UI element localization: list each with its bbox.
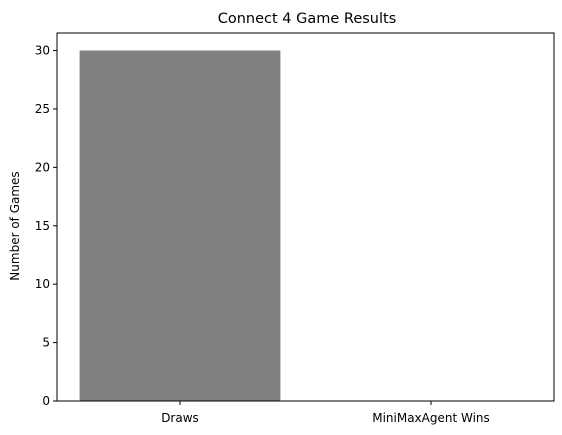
plot-frame [56, 32, 555, 402]
y-tick-label: 5 [42, 336, 50, 350]
bars-layer [79, 50, 281, 402]
y-tick-label: 25 [35, 102, 50, 116]
x-axis-ticks: Draws MiniMaxAgent Wins [161, 401, 490, 425]
x-tick-label: MiniMaxAgent Wins [372, 411, 490, 425]
y-axis-ticks: 0 5 10 15 20 25 30 [35, 44, 57, 408]
chart-title: Connect 4 Game Results [218, 11, 397, 27]
y-tick-label: 20 [35, 160, 50, 174]
y-tick-label: 0 [42, 394, 50, 408]
y-tick-label: 10 [35, 277, 50, 291]
y-axis-label: Number of Games [8, 171, 22, 280]
x-tick-label: Draws [161, 411, 199, 425]
y-tick-label: 15 [35, 219, 50, 233]
y-tick-label: 30 [35, 44, 50, 58]
bar-draws [79, 50, 281, 402]
